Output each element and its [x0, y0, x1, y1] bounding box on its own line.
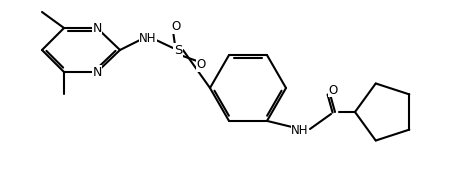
- Text: N: N: [92, 21, 101, 34]
- Text: O: O: [171, 20, 180, 33]
- Text: NH: NH: [139, 32, 156, 45]
- Text: N: N: [92, 65, 101, 78]
- Text: O: O: [327, 83, 337, 96]
- Text: NH: NH: [290, 124, 308, 137]
- Text: S: S: [174, 43, 182, 56]
- Text: O: O: [196, 58, 205, 71]
